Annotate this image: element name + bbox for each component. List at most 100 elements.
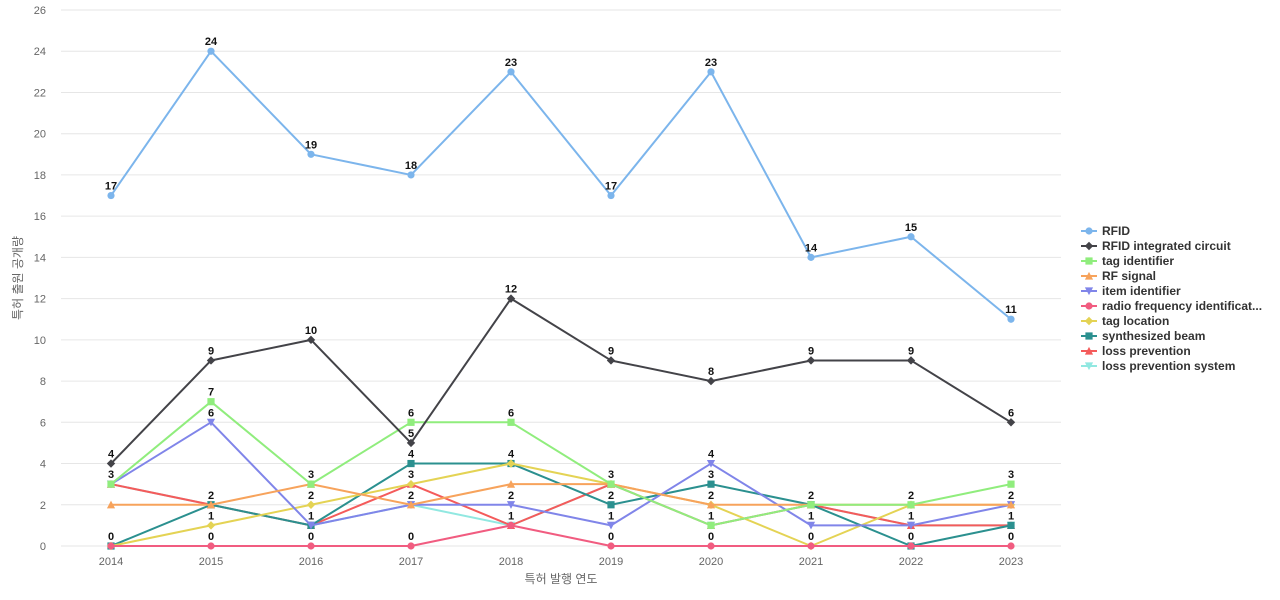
- data-label: 2: [608, 490, 614, 502]
- data-point: [207, 47, 215, 55]
- data-point: [506, 480, 516, 488]
- legend-item[interactable]: tag identifier: [1081, 254, 1174, 268]
- data-label: 3: [708, 469, 714, 481]
- y-tick-label: 18: [34, 170, 46, 182]
- legend-item[interactable]: loss prevention system: [1081, 359, 1235, 373]
- data-label: 0: [108, 531, 114, 543]
- data-label: 3: [308, 469, 314, 481]
- legend-marker: [1085, 227, 1093, 235]
- data-point: [707, 542, 715, 550]
- data-point: [107, 480, 115, 488]
- legend-item[interactable]: RFID integrated circuit: [1081, 239, 1231, 253]
- legend-item[interactable]: RFID: [1081, 224, 1130, 238]
- legend-marker: [1084, 271, 1094, 280]
- data-label: 0: [208, 531, 214, 543]
- data-point: [307, 480, 315, 488]
- data-point: [707, 480, 715, 488]
- series-line: [111, 483, 1011, 506]
- data-point: [1007, 521, 1015, 529]
- data-point: [507, 521, 515, 529]
- data-point: [106, 500, 116, 509]
- data-label: 9: [208, 345, 214, 357]
- data-point: [206, 500, 216, 509]
- x-axis-ticks: 2014 2015 2016 2017 2018 2019 2020 2021 2022 2023: [99, 556, 1023, 568]
- data-label: 23: [705, 57, 717, 69]
- series-line: [110, 297, 1012, 465]
- data-label: 1: [208, 510, 214, 522]
- data-label: 10: [305, 325, 317, 337]
- data-label: 0: [1008, 531, 1014, 543]
- data-point: [507, 418, 515, 426]
- data-label: 0: [808, 531, 814, 543]
- legend-label: RF signal: [1102, 269, 1156, 283]
- data-label: 2: [1008, 490, 1014, 502]
- y-tick-label: 22: [34, 87, 46, 99]
- data-label: 1: [608, 510, 614, 522]
- data-point: [207, 398, 215, 406]
- y-tick-label: 12: [34, 294, 46, 306]
- legend-item[interactable]: item identifier: [1081, 284, 1181, 298]
- data-point: [407, 418, 415, 426]
- data-label: 2: [408, 490, 414, 502]
- data-label: 4: [108, 449, 115, 461]
- data-label: 0: [608, 531, 614, 543]
- series-line: [110, 50, 1012, 321]
- series-0: [107, 47, 1015, 323]
- series-layer: [106, 47, 1016, 551]
- data-point: [607, 501, 615, 509]
- data-label: 7: [208, 387, 214, 399]
- data-label: 19: [305, 139, 317, 151]
- x-tick-label: 2023: [999, 556, 1023, 568]
- data-point: [206, 356, 216, 365]
- data-point: [306, 500, 316, 509]
- legend-label: loss prevention: [1102, 344, 1191, 358]
- data-point: [707, 521, 715, 529]
- data-label: 9: [808, 345, 814, 357]
- data-label: 1: [708, 510, 714, 522]
- data-label: 2: [908, 490, 914, 502]
- data-label: 3: [108, 469, 114, 481]
- legend-marker: [1085, 257, 1093, 265]
- legend-label: RFID: [1102, 224, 1130, 238]
- data-point: [1006, 418, 1016, 427]
- data-label: 0: [308, 531, 314, 543]
- data-point: [406, 500, 416, 509]
- legend-item[interactable]: tag location: [1081, 314, 1169, 328]
- legend-marker: [1085, 332, 1093, 340]
- data-point: [507, 68, 515, 76]
- data-label: 24: [205, 36, 218, 48]
- data-label: 1: [908, 510, 914, 522]
- series-1: [106, 294, 1016, 468]
- data-point: [206, 521, 216, 530]
- gridlines: [61, 9, 1061, 547]
- legend-item[interactable]: RF signal: [1081, 269, 1156, 283]
- data-point: [1007, 542, 1015, 550]
- data-label: 1: [808, 510, 814, 522]
- data-point: [606, 356, 616, 365]
- legend-item[interactable]: loss prevention: [1081, 344, 1191, 358]
- legend-label: RFID integrated circuit: [1102, 239, 1231, 253]
- data-label: 4: [508, 449, 515, 461]
- data-point: [606, 521, 616, 530]
- legend-label: synthesized beam: [1102, 329, 1205, 343]
- data-label: 4: [408, 449, 415, 461]
- data-point: [807, 542, 815, 550]
- series-line: [111, 524, 1011, 547]
- data-label: 9: [608, 345, 614, 357]
- data-point: [1007, 480, 1015, 488]
- data-point: [706, 376, 716, 386]
- data-point: [307, 542, 315, 550]
- data-point: [807, 501, 815, 509]
- data-point: [907, 233, 915, 241]
- series-5: [107, 521, 1015, 550]
- data-point: [206, 418, 216, 427]
- legend-item[interactable]: synthesized beam: [1081, 329, 1205, 343]
- data-point: [106, 459, 116, 468]
- x-tick-label: 2019: [599, 556, 623, 568]
- legend-item[interactable]: radio frequency identificat...: [1081, 299, 1262, 313]
- x-tick-label: 2021: [799, 556, 823, 568]
- y-tick-label: 4: [40, 459, 46, 471]
